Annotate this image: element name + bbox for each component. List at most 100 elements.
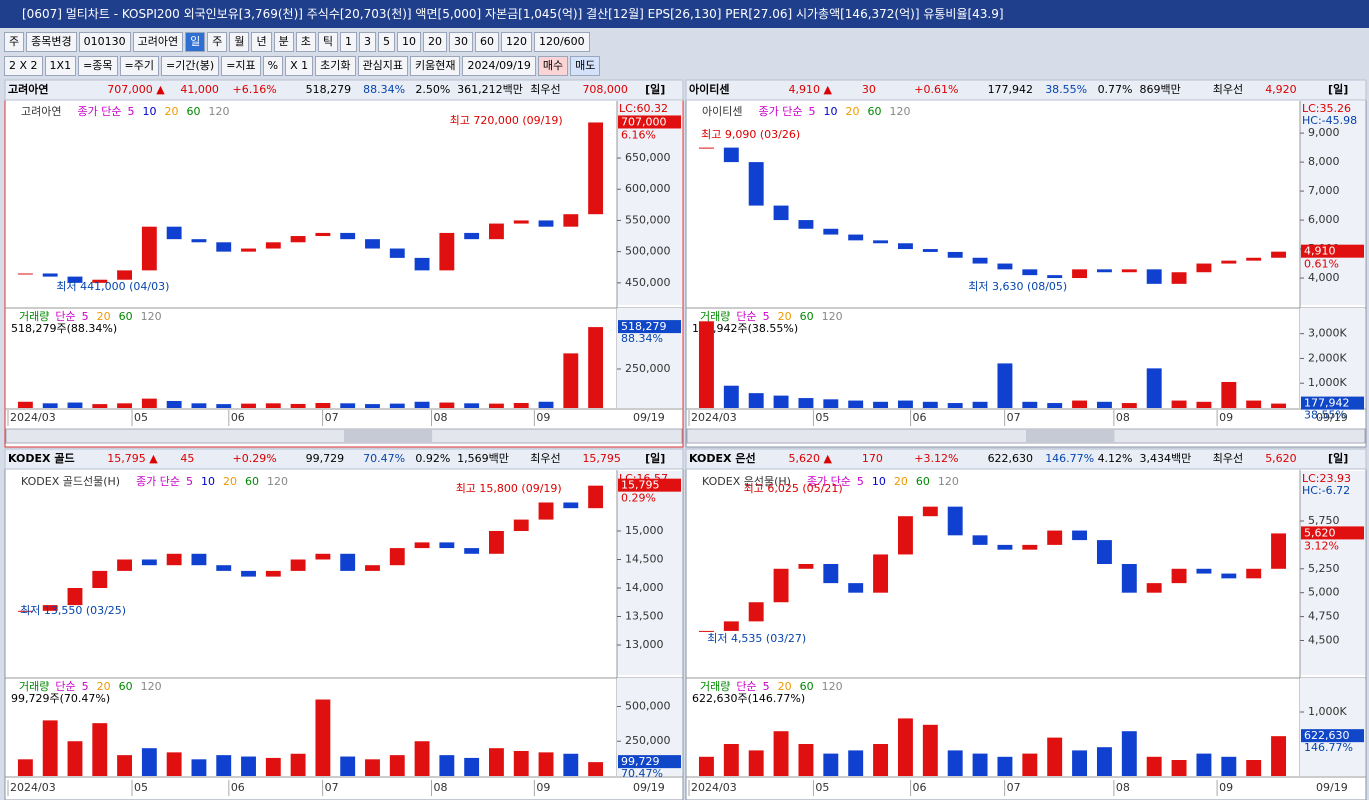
header-field: 361,212백만	[457, 83, 523, 96]
x-tick-label: 09	[536, 411, 550, 424]
volume-bar	[1047, 403, 1063, 408]
toolbar-button[interactable]: 주	[207, 32, 228, 52]
volume-bar	[117, 755, 132, 776]
toolbar-button[interactable]: 3	[358, 32, 376, 52]
volume-summary: 99,729주(70.47%)	[11, 692, 110, 705]
toolbar-button[interactable]: %	[262, 56, 284, 76]
candle	[439, 232, 455, 271]
toolbar-button[interactable]: 120/600	[533, 32, 590, 52]
toolbar-button[interactable]: 1X1	[44, 56, 77, 76]
toolbar-button[interactable]: 년	[251, 32, 272, 52]
header-field: 최우선	[530, 83, 560, 96]
indicator-label: KODEX 골드선물(H)	[21, 475, 120, 488]
toolbar-button[interactable]: =지표	[221, 56, 261, 76]
candle	[1096, 540, 1112, 565]
low-note: 최저 3,630 (08/05)	[968, 280, 1067, 293]
toolbar-button[interactable]: 10	[396, 32, 421, 52]
candle	[823, 564, 839, 584]
toolbar-button[interactable]: 월	[229, 32, 250, 52]
toolbar-button[interactable]: 분	[273, 32, 294, 52]
toolbar-button[interactable]: 매수	[537, 56, 569, 76]
toolbar-button[interactable]: 120	[500, 32, 532, 52]
ma-period: 10	[823, 105, 837, 118]
panel-header	[685, 448, 1367, 470]
volume-bar	[873, 744, 889, 776]
toolbar-button[interactable]: X 1	[285, 56, 314, 76]
y-tick-label: 4,500	[1308, 633, 1340, 646]
toolbar-button[interactable]: =기간(봉)	[161, 56, 220, 76]
last-date: 09/19	[1316, 781, 1348, 794]
candle	[464, 548, 480, 554]
y-tick-label: 6,000	[1308, 213, 1340, 226]
ma-period: 60	[867, 105, 881, 118]
candle	[17, 273, 33, 275]
volume-bar	[389, 755, 405, 776]
volume-bar	[538, 752, 554, 776]
volume-bar	[389, 403, 405, 408]
candle	[947, 251, 963, 258]
toolbar-button[interactable]: 키움현재	[410, 56, 461, 76]
toolbar-button[interactable]: 5	[377, 32, 395, 52]
ma-period: 120	[889, 105, 910, 118]
volume-ma-label: 단순	[736, 310, 756, 323]
candle	[1146, 583, 1162, 593]
ma-period: 10	[872, 475, 886, 488]
y-tick-label: 600,000	[625, 182, 671, 195]
candle	[439, 542, 455, 549]
volume-bar	[773, 731, 789, 776]
candle	[141, 226, 157, 271]
toolbar-button[interactable]: =주기	[119, 56, 160, 76]
header-field: 5,620 ▲	[789, 452, 833, 465]
candle	[723, 621, 739, 631]
header-field: +0.29%	[233, 452, 277, 465]
volume-bar	[972, 753, 988, 776]
toolbar-button[interactable]: 2 X 2	[4, 56, 43, 76]
toolbar-button[interactable]: 일	[185, 32, 206, 52]
candle	[897, 516, 913, 555]
toolbar-button[interactable]: 관심지표	[357, 56, 408, 76]
x-tick-label: 05	[134, 781, 148, 794]
candle	[92, 279, 108, 283]
volume-bar	[42, 720, 58, 776]
axis-panel	[1300, 101, 1365, 305]
header-field: +3.12%	[914, 452, 958, 465]
volume-bar	[92, 404, 108, 408]
header-field: 0.92%	[415, 452, 450, 465]
toolbar-button[interactable]: 1	[339, 32, 357, 52]
toolbar-button[interactable]: 초	[295, 32, 316, 52]
toolbar-button[interactable]: 초기화	[315, 56, 356, 76]
ma-period: 10	[201, 475, 215, 488]
candle	[265, 242, 281, 249]
volume-bar	[191, 759, 207, 776]
volume-bar	[723, 744, 739, 776]
candle	[748, 602, 764, 622]
price-tag-box	[1301, 526, 1364, 540]
candle	[1171, 272, 1187, 284]
toolbar-button[interactable]: 틱	[317, 32, 338, 52]
candle	[315, 553, 331, 560]
header-field: 0.77%	[1098, 83, 1133, 96]
toolbar-button[interactable]: 주	[4, 32, 25, 52]
toolbar-button[interactable]: 010130	[78, 32, 131, 52]
candle	[42, 273, 58, 277]
toolbar-button[interactable]: 20	[422, 32, 447, 52]
ma-period: 60	[916, 475, 930, 488]
indicator-label: 아이티센	[702, 105, 742, 118]
toolbar-button[interactable]: 고려아연	[132, 32, 184, 52]
volume-bar	[191, 403, 207, 408]
lc-label: LC:35.26	[1302, 102, 1351, 115]
toolbar-button[interactable]: 30	[448, 32, 473, 52]
toolbar-button[interactable]: 2024/09/19	[462, 56, 536, 76]
ma-period: 120	[267, 475, 288, 488]
x-tick-label: 2024/03	[691, 411, 737, 424]
ma-label: 종가 단순	[758, 105, 802, 118]
volume-ma-period: 20	[97, 310, 111, 323]
volume-bar	[997, 756, 1013, 776]
candle	[166, 553, 182, 566]
toolbar-button[interactable]: 종목변경	[26, 32, 77, 52]
toolbar-button[interactable]: 60	[474, 32, 499, 52]
x-tick-label: 2024/03	[10, 781, 56, 794]
low-note: 최저 441,000 (04/03)	[56, 280, 169, 293]
toolbar-button[interactable]: 매도	[570, 56, 601, 76]
toolbar-button[interactable]: =종목	[78, 56, 118, 76]
